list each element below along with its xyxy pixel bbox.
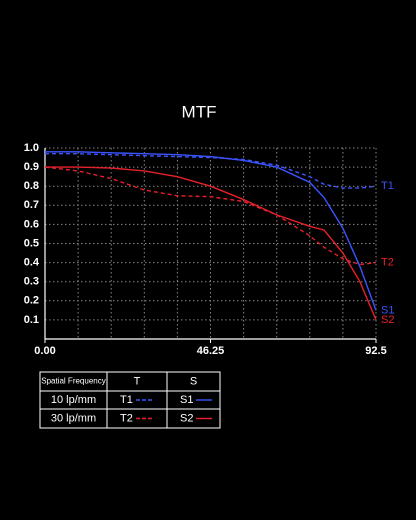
legend-label: S2 [180,412,193,424]
y-tick-label: 0.6 [24,218,39,230]
y-tick-label: 0.8 [24,180,39,192]
y-tick-label: 1.0 [24,142,39,154]
x-tick-label: 46.25 [197,345,225,357]
table-header: Spatial Frequency [41,377,105,386]
y-tick-label: 0.1 [24,314,39,326]
legend-label: T1 [120,394,133,406]
y-tick-label: 0.3 [24,276,39,288]
chart-title: MTF [182,102,217,121]
line-end-label: S2 [381,314,394,326]
line-end-label: T1 [381,180,394,192]
y-tick-label: 0.9 [24,161,39,173]
x-tick-label: 0.00 [34,345,55,357]
table-header: T [134,375,141,387]
line-end-label: T2 [381,257,394,269]
x-tick-label: 92.5 [365,345,386,357]
y-tick-label: 0.5 [24,237,39,249]
line-series [45,166,377,321]
y-tick-label: 0.2 [24,295,39,307]
y-tick-label: 0.4 [24,257,40,269]
line-series [44,166,377,266]
legend-table [39,371,221,429]
table-row-label: 10 lp/mm [51,394,96,406]
legend-label: T2 [120,412,133,424]
line-series [45,153,377,189]
legend-label: S1 [180,394,193,406]
line-end-label: S1 [381,304,394,316]
line-series [45,151,377,311]
y-tick-label: 0.7 [24,199,39,211]
table-row-label: 30 lp/mm [51,412,96,424]
table-header: S [190,375,197,387]
